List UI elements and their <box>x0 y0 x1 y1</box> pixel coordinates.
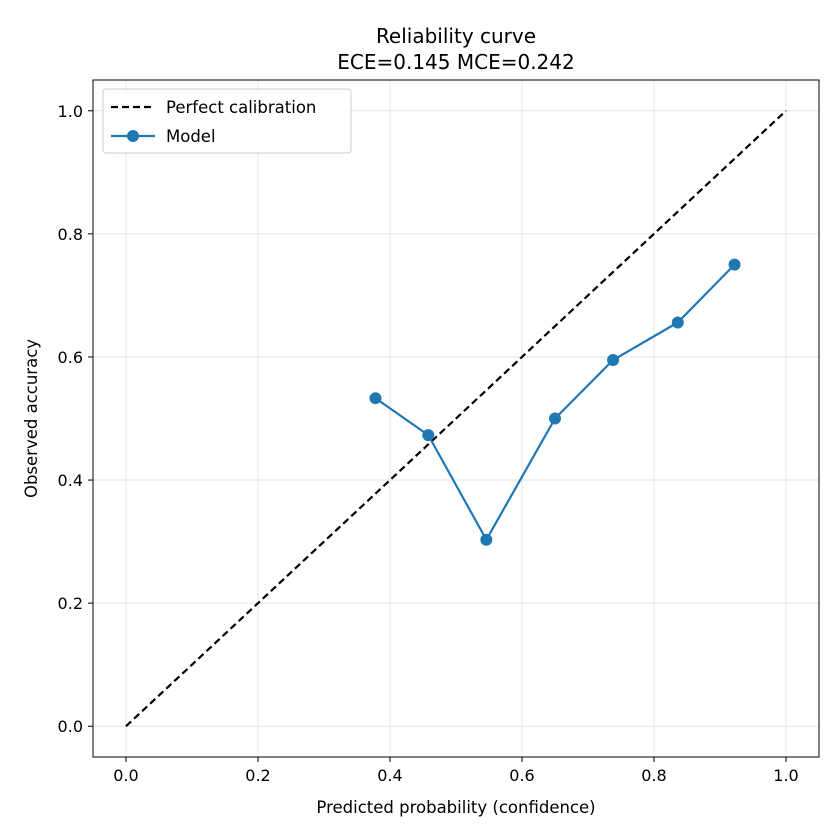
y-tick-label: 0.2 <box>58 594 83 613</box>
x-tick-label: 1.0 <box>773 766 798 785</box>
grid <box>93 80 819 757</box>
y-axis-label: Observed accuracy <box>22 339 41 498</box>
model-point <box>422 429 435 442</box>
legend-label-perfect: Perfect calibration <box>166 98 316 117</box>
perfect-calibration-line <box>125 109 787 728</box>
y-tick-label: 0.0 <box>58 717 83 736</box>
x-tick-label: 0.2 <box>245 766 270 785</box>
y-tick-label: 1.0 <box>58 102 83 121</box>
legend-label-model: Model <box>166 127 216 146</box>
chart-title: Reliability curve <box>376 24 536 48</box>
legend-marker-model <box>127 130 139 142</box>
x-tick-label: 0.4 <box>377 766 402 785</box>
model-point <box>671 316 684 329</box>
axes-frame <box>92 79 820 758</box>
y-tick-label: 0.4 <box>58 471 83 490</box>
axis-ticks: 0.0 0.2 0.4 0.6 0.8 1.0 0.0 0.2 0.4 0.6 0.8 1.0 <box>58 102 799 785</box>
model-point <box>369 392 382 405</box>
y-tick-label: 0.6 <box>58 348 83 367</box>
model-point <box>549 412 561 425</box>
model-point <box>607 354 620 367</box>
x-tick-label: 0.0 <box>113 766 138 785</box>
legend-frame <box>102 88 352 154</box>
plot-area <box>125 109 787 728</box>
chart-subtitle: ECE=0.145 MCE=0.242 <box>337 50 574 74</box>
x-tick-label: 0.8 <box>641 766 666 785</box>
x-tick-label: 0.6 <box>509 766 534 785</box>
x-axis-label: Predicted probability (confidence) <box>316 798 595 817</box>
model-point <box>728 258 741 271</box>
legend: Perfect calibration Model <box>102 88 352 154</box>
model-point <box>480 533 493 546</box>
y-tick-label: 0.8 <box>58 225 83 244</box>
